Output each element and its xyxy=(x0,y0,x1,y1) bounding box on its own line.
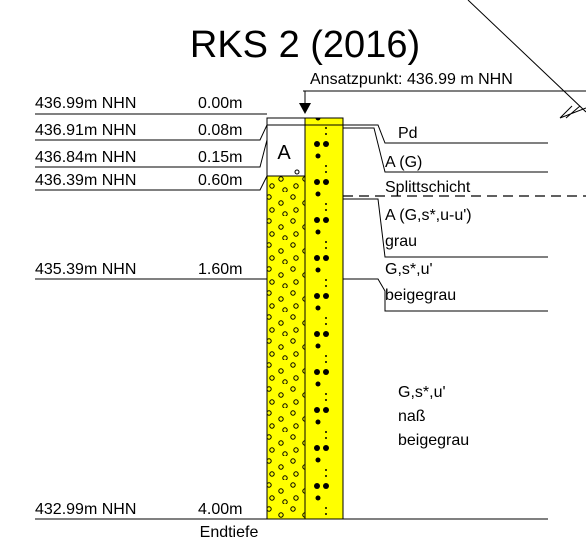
level: 436.91m NHN xyxy=(35,122,136,139)
layer-text: Splittschicht xyxy=(385,179,471,196)
layer-line xyxy=(343,124,548,144)
layer-text: A (G) xyxy=(385,154,422,171)
depth: 0.00m xyxy=(198,95,242,112)
layer-text: beigegrau xyxy=(385,287,456,304)
depth-line xyxy=(35,139,268,168)
layer-pattern xyxy=(305,118,343,519)
reference: Ansatzpunkt: 436.99 m NHN xyxy=(310,71,513,88)
layer-pattern xyxy=(267,176,305,519)
level: 435.39m NHN xyxy=(35,261,136,278)
depth-line xyxy=(35,124,268,141)
diagonal xyxy=(467,0,586,113)
column-label: A xyxy=(277,142,291,164)
depth: 1.60m xyxy=(198,261,242,278)
level: 436.99m NHN xyxy=(35,95,136,112)
layer-descriptions: Pd A (G) Splittschicht A (G,s*,u-u') gra… xyxy=(343,124,586,449)
depth: 0.60m xyxy=(198,172,242,189)
level: 432.99m NHN xyxy=(35,501,136,518)
layer-text: G,s*,u' xyxy=(398,384,446,401)
layer-line xyxy=(343,278,548,312)
layer-line xyxy=(343,127,548,173)
arrow xyxy=(299,103,311,114)
level: 436.39m NHN xyxy=(35,172,136,189)
depth-labels: 436.99m NHN 0.00m 436.91m NHN 0.08m 436.… xyxy=(35,95,548,520)
depth: 4.00m xyxy=(198,501,242,518)
pebble xyxy=(294,169,300,175)
level: 436.84m NHN xyxy=(35,149,136,166)
layer-text: grau xyxy=(385,233,417,250)
depth: 0.08m xyxy=(198,122,242,139)
end-label: Endtiefe xyxy=(200,524,259,541)
depth: 0.15m xyxy=(198,149,242,166)
hatch xyxy=(559,105,586,119)
layer-text: G,s*,u' xyxy=(385,261,433,278)
layer-text: naß xyxy=(398,408,426,425)
layer-text: beigegrau xyxy=(398,432,469,449)
depth-line xyxy=(35,175,268,191)
layer-line xyxy=(343,198,548,258)
layer-text: Pd xyxy=(398,125,418,142)
title: RKS 2 (2016) xyxy=(190,24,420,66)
layer-text: A (G,s*,u-u') xyxy=(385,207,472,224)
